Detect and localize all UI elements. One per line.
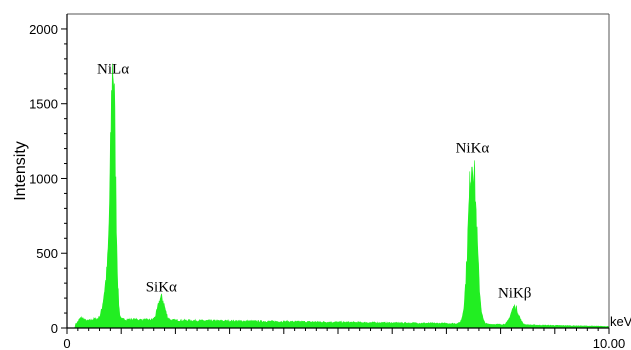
x-axis-label: keV — [610, 314, 631, 329]
y-tick-label: 1000 — [29, 171, 58, 186]
peak-label: NiKα — [456, 141, 490, 157]
y-axis-label: Intensity — [12, 141, 29, 201]
annotation-layer: NiLα SiKα NiKα NiKβ — [97, 61, 531, 301]
y-tick-label: 500 — [36, 246, 58, 261]
peak-label: NiLα — [97, 61, 129, 77]
tick-layer — [61, 28, 610, 334]
x-tick-label: 10.00 — [593, 336, 626, 350]
peak-label: SiKα — [146, 280, 177, 296]
y-tick-label: 0 — [51, 321, 58, 336]
y-tick-label: 2000 — [29, 22, 58, 37]
spectrum-layer — [73, 63, 610, 329]
y-tick-label: 1500 — [29, 97, 58, 112]
spectrum-area — [73, 63, 610, 329]
label-layer: 0 500 1000 1500 2000 0 10.00 Intensity keV — [12, 22, 631, 350]
peak-label: NiKβ — [498, 286, 531, 302]
x-tick-label: 0 — [63, 336, 70, 350]
